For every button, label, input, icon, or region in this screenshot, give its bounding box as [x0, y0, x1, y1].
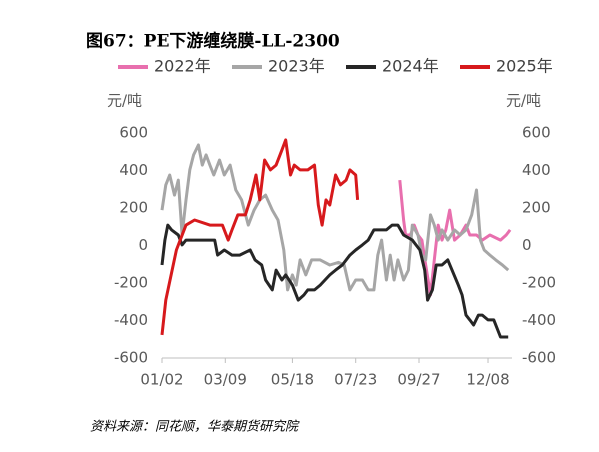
x-tick-label: 01/02 [140, 371, 183, 389]
y-tick-label: 600 [119, 124, 148, 142]
legend: 2022年 2023年 2024年 2025年 [118, 57, 553, 76]
series-line [160, 223, 509, 339]
x-tick-label: 03/09 [204, 371, 247, 389]
x-tick-label: 09/27 [397, 371, 440, 389]
y2-tick-label: 600 [522, 124, 551, 142]
y-tick-label: -200 [114, 274, 148, 292]
chart-title: 图67：PE下游缠绕膜-LL-2300 [86, 31, 340, 52]
y2-tick-label: 0 [522, 236, 532, 254]
x-tick-label: 07/23 [334, 371, 377, 389]
legend-label: 2024年 [382, 57, 439, 76]
y-tick-label: -600 [114, 349, 148, 367]
series-line [160, 138, 360, 336]
y2-tick-label: 200 [522, 199, 551, 217]
y2-tick-label: -600 [522, 349, 556, 367]
y-tick-label: 0 [138, 236, 148, 254]
series-line [160, 143, 510, 292]
y2-label: 元/吨 [506, 92, 541, 110]
x-tick-label: 05/18 [271, 371, 314, 389]
source: 资料来源：同花顺，华泰期货研究院 [90, 419, 300, 435]
y-tick-label: -400 [114, 311, 148, 329]
y-label: 元/吨 [107, 92, 142, 110]
legend-label: 2022年 [154, 57, 211, 76]
x-tick-label: 12/08 [466, 371, 509, 389]
legend-label: 2025年 [496, 57, 553, 76]
y-tick-label: 400 [119, 161, 148, 179]
y2-tick-label: -400 [522, 311, 556, 329]
y2-tick-label: 400 [522, 161, 551, 179]
legend-label: 2023年 [268, 57, 325, 76]
y-tick-label: 200 [119, 199, 148, 217]
y2-tick-label: -200 [522, 274, 556, 292]
